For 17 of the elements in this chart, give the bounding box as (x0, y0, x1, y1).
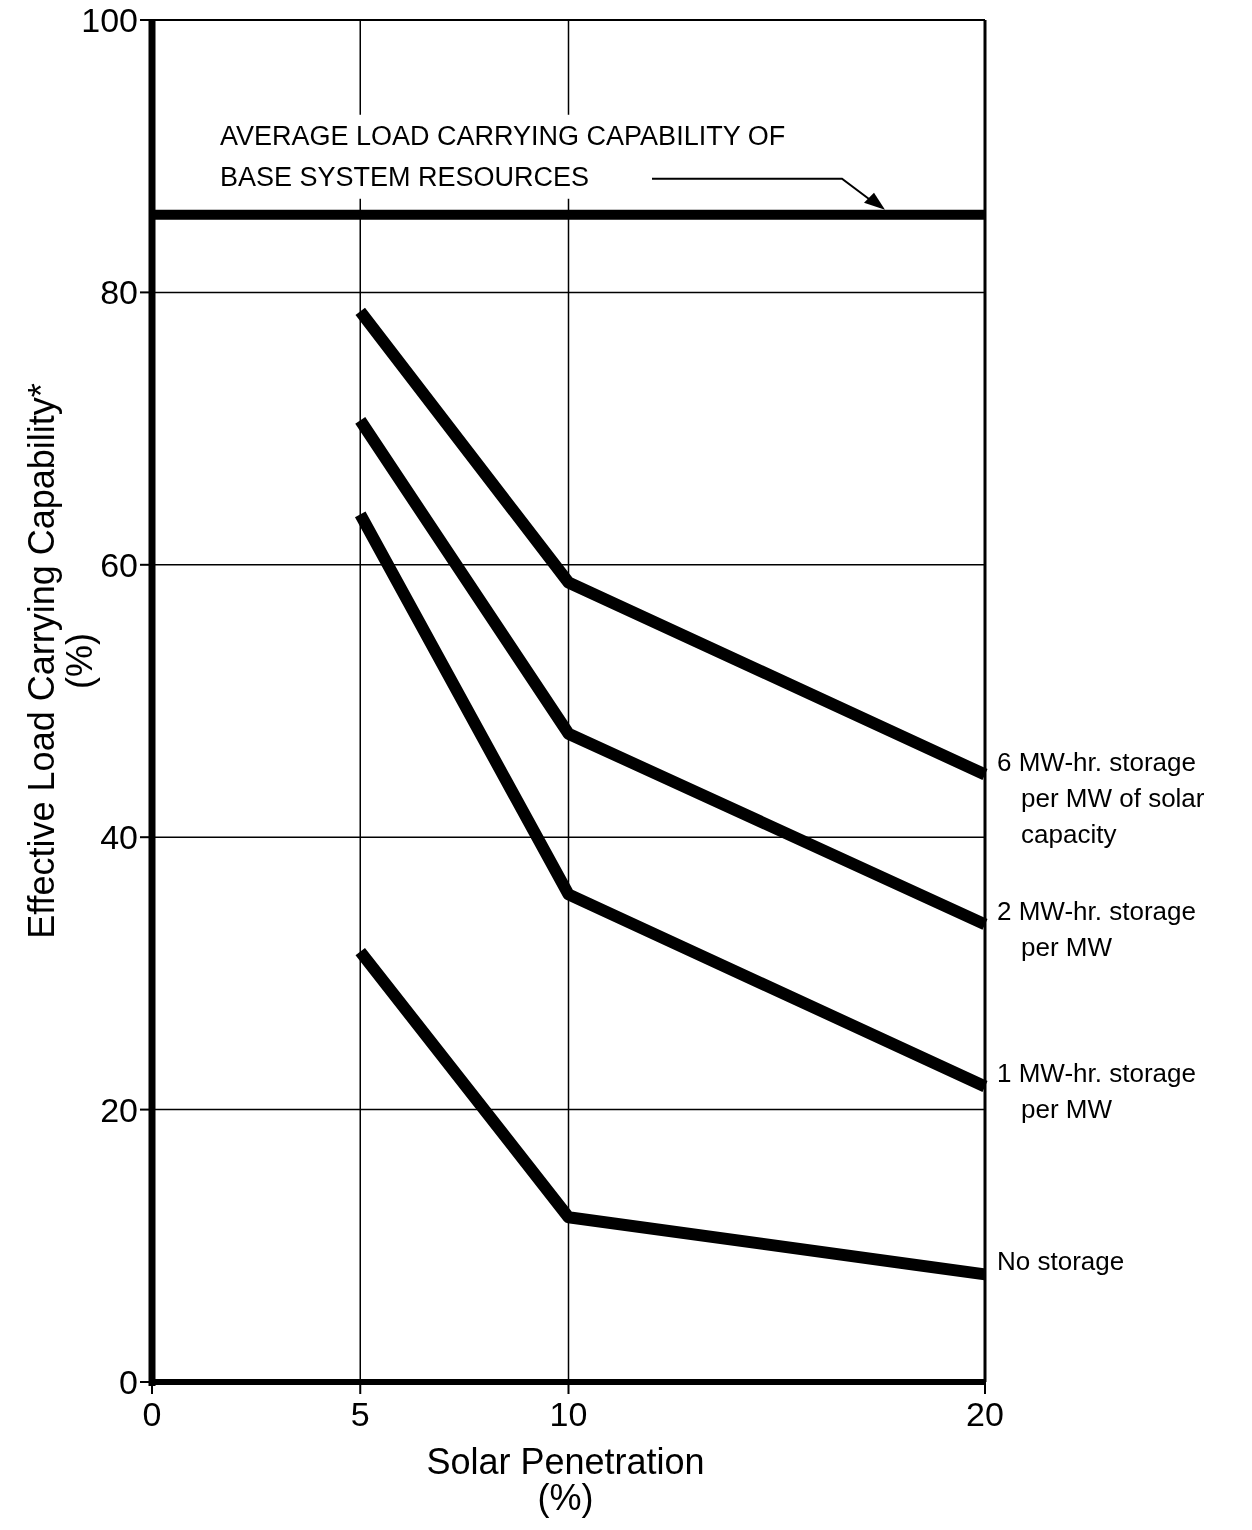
x-tick-label: 0 (142, 1395, 162, 1433)
series-label: 1 MW-hr. storage per MW (997, 1058, 1196, 1125)
ref-line-label: AVERAGE LOAD CARRYING CAPABILITY OF BASE SYSTEM RESOURCES (220, 120, 786, 192)
series-label: 2 MW-hr. storage per MW (997, 896, 1196, 963)
x-tick-label: 5 (350, 1395, 370, 1433)
y-tick-label: 40 (100, 818, 138, 857)
y-tick-label: 60 (100, 545, 138, 584)
series-label: 6 MW-hr. storage per MW of solar capacity (997, 746, 1205, 849)
x-axis-title: Solar Penetration (%) (426, 1441, 705, 1518)
series-label: No storage (997, 1246, 1125, 1277)
x-tick-label: 20 (966, 1395, 1004, 1433)
y-axis-title: Effective Load Carrying Capability* (%) (21, 383, 100, 939)
y-tick-label: 20 (100, 1090, 138, 1129)
x-tick-label: 10 (549, 1395, 588, 1433)
y-tick-label: 0 (119, 1362, 138, 1401)
y-tick-label: 100 (81, 0, 138, 39)
y-tick-label: 80 (100, 273, 138, 312)
